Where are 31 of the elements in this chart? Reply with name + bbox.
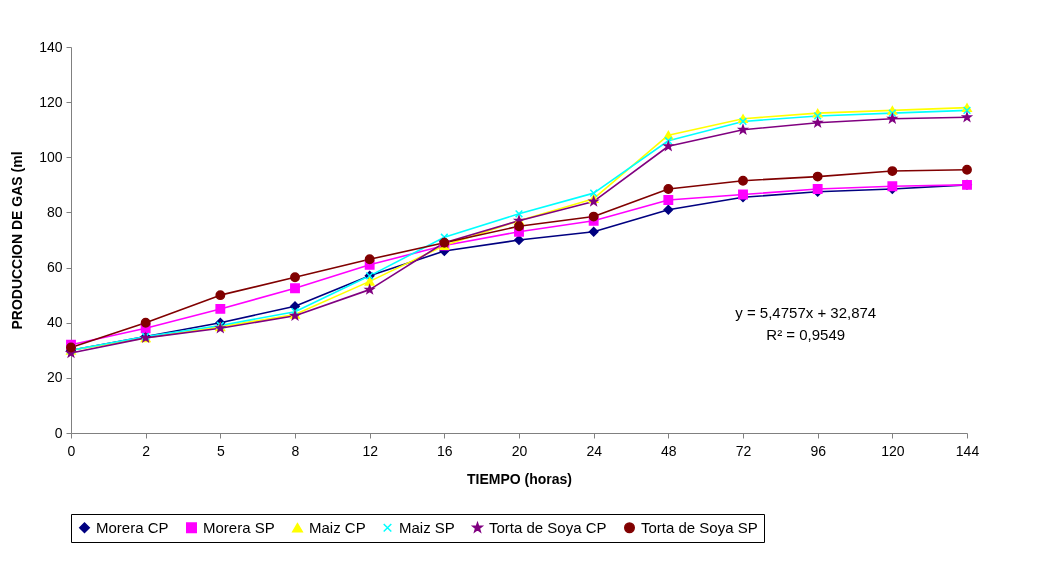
- x-axis-title: TIEMPO (horas): [466, 470, 573, 487]
- legend-label: Maiz CP: [309, 518, 366, 536]
- y-tick-label: 20: [46, 369, 63, 386]
- x-tick-label: 16: [437, 442, 453, 459]
- legend-label: Morera CP: [96, 518, 169, 536]
- legend-label: Morera SP: [203, 518, 275, 536]
- x-tick-label: 12: [362, 442, 379, 459]
- x-tick-label: 96: [810, 442, 827, 459]
- x-tick-label: 48: [661, 442, 677, 459]
- y-tick-label: 120: [39, 93, 63, 110]
- y-tick-label: 80: [46, 203, 63, 220]
- y-tick-label: 100: [39, 148, 63, 165]
- x-tick-label: 144: [955, 442, 980, 459]
- x-tick-label: 5: [216, 442, 225, 459]
- x-tick-label: 72: [735, 442, 752, 459]
- x-tick-label: 0: [67, 442, 76, 459]
- x-tick-label: 120: [881, 442, 905, 459]
- y-tick-label: 0: [54, 424, 63, 441]
- y-tick-label: 140: [39, 38, 63, 55]
- y-axis-title: PRODUCCION DE GAS (ml: [9, 151, 26, 330]
- annotation: y = 5,4757x + 32,874: [735, 304, 877, 322]
- x-tick-label: 2: [142, 442, 151, 459]
- x-tick-label: 24: [586, 442, 603, 459]
- y-tick-label: 40: [46, 314, 63, 331]
- y-tick-label: 60: [46, 259, 63, 276]
- x-tick-label: 8: [291, 442, 300, 459]
- annotation: R² = 0,9549: [766, 326, 846, 344]
- legend-label: Torta de Soya CP: [489, 518, 607, 536]
- legend-label: Maiz SP: [399, 518, 455, 536]
- legend-label: Torta de Soya SP: [641, 518, 758, 536]
- x-tick-label: 20: [511, 442, 528, 459]
